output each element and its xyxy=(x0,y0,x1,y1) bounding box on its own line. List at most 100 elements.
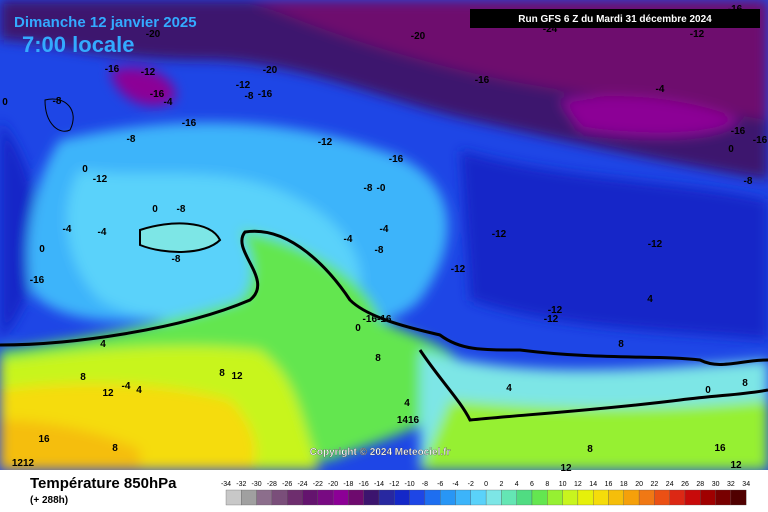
contour-label: -12 xyxy=(93,174,108,185)
scale-tick-label: 22 xyxy=(651,481,659,488)
contour-label: -12 xyxy=(648,239,663,250)
contour-label: -16 xyxy=(258,89,273,100)
scale-tick-label: 32 xyxy=(727,481,735,488)
scale-tick-label: 2 xyxy=(499,481,503,488)
scale-tick-label: -6 xyxy=(437,481,443,488)
contour-label: -4 xyxy=(344,234,353,245)
contour-label: -4 xyxy=(380,224,389,235)
contour-label: -20 xyxy=(146,29,161,40)
contour-label: -12 xyxy=(548,305,563,316)
run-info: Run GFS 6 Z du Mardi 31 décembre 2024 xyxy=(518,14,712,25)
scale-tick-label: -4 xyxy=(452,481,458,488)
contour-label: 0 xyxy=(2,97,8,108)
contour-label: 4 xyxy=(506,383,512,394)
scale-swatch xyxy=(271,489,288,506)
contour-label: 0 xyxy=(82,164,88,175)
contour-label: -12 xyxy=(492,229,507,240)
map-labels: -16-20 -20-24 -12-16 -12 -20-16-4-12-8 -16-16… xyxy=(2,4,767,474)
contour-label: 12 xyxy=(560,463,572,474)
contour-label: 8 xyxy=(742,378,748,389)
scale-tick-label: 34 xyxy=(742,481,750,488)
contour-label: -12 xyxy=(141,67,156,78)
contour-label: -8 xyxy=(127,134,136,145)
scale-swatch xyxy=(715,489,732,506)
scale-tick-label: 6 xyxy=(530,481,534,488)
contour-label: -16 xyxy=(728,4,743,15)
scale-swatch xyxy=(241,489,257,506)
contour-label: 16 xyxy=(714,443,726,454)
copyright: Copyright © 2024 Meteociel.fr xyxy=(310,447,451,458)
contour-label: -8 xyxy=(364,183,373,194)
scale-swatch xyxy=(608,489,624,506)
contour-label: 0 xyxy=(355,323,361,334)
scale-tick-label: -22 xyxy=(313,481,323,488)
scale-tick-label: -30 xyxy=(252,481,262,488)
subtitle: 7:00 locale xyxy=(22,32,135,57)
scale-swatch xyxy=(654,489,670,506)
contour-label: -8 xyxy=(53,96,62,107)
scale-tick-label: -2 xyxy=(468,481,474,488)
scale-tick-label: 26 xyxy=(681,481,689,488)
scale-swatch xyxy=(470,489,487,506)
contour-label: -16 xyxy=(389,154,404,165)
contour-label: 8 xyxy=(80,372,86,383)
scale-swatch xyxy=(700,489,716,506)
scale-swatch xyxy=(440,489,456,506)
scale-tick-label: -20 xyxy=(328,481,338,488)
scale-swatch xyxy=(638,489,655,506)
scale-swatch xyxy=(516,489,533,506)
contour-label: -4 xyxy=(656,84,665,95)
scale-swatch xyxy=(225,489,242,506)
contour-label: -20 xyxy=(411,31,426,42)
contour-label: 0 xyxy=(705,385,711,396)
contour-label: -8 xyxy=(177,204,186,215)
scale-swatch xyxy=(669,489,686,506)
contour-label: -24 xyxy=(543,24,558,35)
contour-label: 8 xyxy=(112,443,118,454)
scale-tick-label: 4 xyxy=(515,481,519,488)
scale-swatch xyxy=(394,489,410,506)
contour-label: -4 xyxy=(98,227,107,238)
contour-label: 12 xyxy=(730,460,742,471)
scale-tick-label: 10 xyxy=(559,481,567,488)
contour-label: 0 xyxy=(152,204,158,215)
scale-tick-label: -16 xyxy=(359,481,369,488)
scale-tick-label: 16 xyxy=(605,481,613,488)
contour-label: -8 xyxy=(172,254,181,265)
legend-subtitle: (+ 288h) xyxy=(30,495,68,506)
scale-tick-label: -32 xyxy=(236,481,246,488)
scale-swatch xyxy=(531,489,548,506)
contour-label: -4 xyxy=(122,381,131,392)
contour-label: -4 xyxy=(164,97,173,108)
scale-swatch xyxy=(332,489,349,506)
scale-swatch xyxy=(623,489,640,506)
scale-swatch xyxy=(455,489,471,506)
contour-label: 8 xyxy=(375,353,381,364)
scale-tick-label: 24 xyxy=(666,481,674,488)
contour-label: -12 xyxy=(236,80,251,91)
contour-label: 12 xyxy=(231,371,243,382)
contour-label: -8 xyxy=(375,245,384,256)
scale-swatch xyxy=(424,489,441,506)
contour-label: -16 xyxy=(475,75,490,86)
contour-label: 4 xyxy=(404,398,410,409)
title: Dimanche 12 janvier 2025 xyxy=(14,14,197,31)
contour-label: 1416 xyxy=(397,415,420,426)
contour-label: -4 xyxy=(63,224,72,235)
scale-swatch xyxy=(317,489,334,506)
contour-label: -16 xyxy=(731,126,746,137)
scale-swatch xyxy=(378,489,395,506)
scale-tick-label: -10 xyxy=(405,481,415,488)
contour-label: -12 xyxy=(544,314,559,325)
scale-tick-label: 12 xyxy=(574,481,582,488)
scale-tick-label: 20 xyxy=(635,481,643,488)
contour-label: 16 xyxy=(38,434,50,445)
scale-swatch xyxy=(730,489,747,506)
contour-label: -8 xyxy=(245,91,254,102)
contour-label: -16 xyxy=(753,135,768,146)
contour-label: -16 xyxy=(105,64,120,75)
scale-tick-label: 18 xyxy=(620,481,628,488)
scale-swatch xyxy=(256,489,273,506)
scale-tick-label: -8 xyxy=(422,481,428,488)
